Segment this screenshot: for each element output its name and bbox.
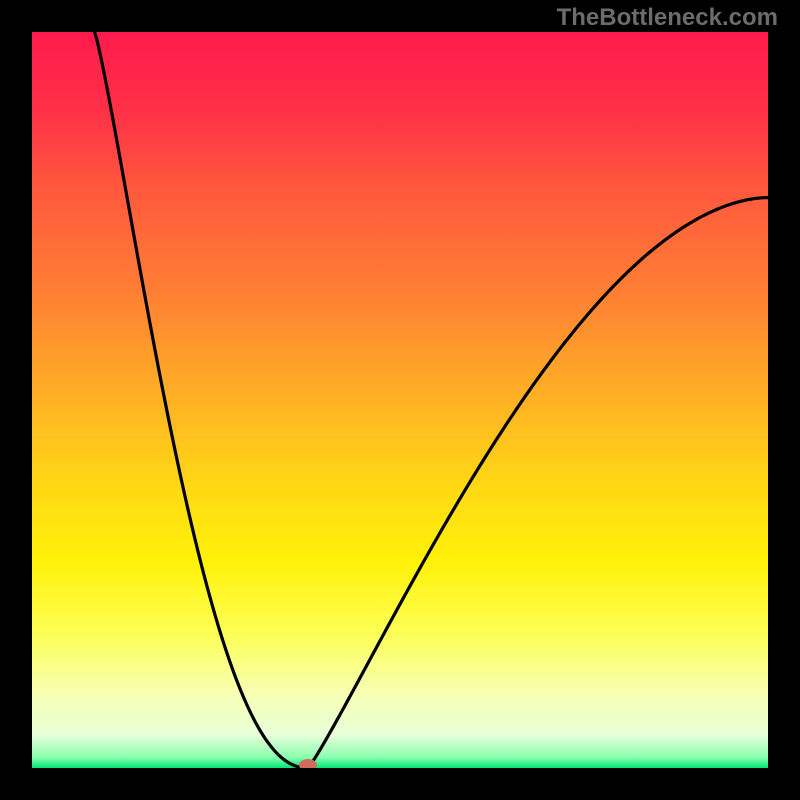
plot-area bbox=[32, 32, 768, 768]
watermark-text: TheBottleneck.com bbox=[557, 4, 778, 32]
curve-layer bbox=[32, 32, 768, 768]
bottleneck-curve bbox=[95, 32, 768, 768]
chart-container: TheBottleneck.com bbox=[0, 0, 800, 800]
